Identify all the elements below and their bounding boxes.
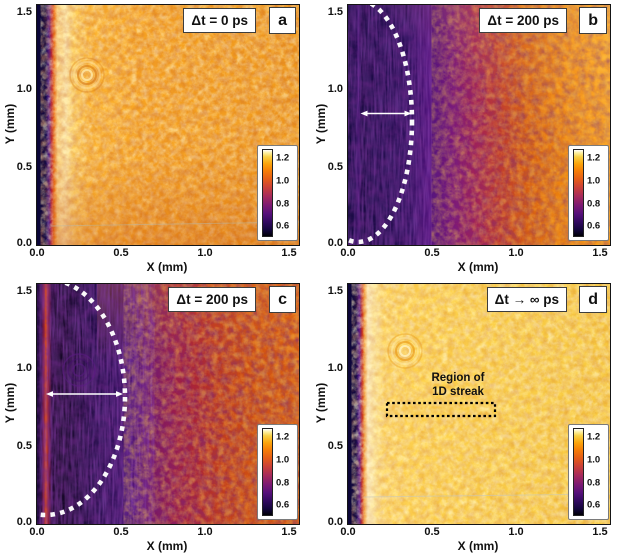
panel-b: Y (mm) 1.5 1.0 0.5 0.0	[311, 0, 622, 279]
panel-c: Y (mm) 1.5 1.0 0.5 0.0	[0, 279, 311, 558]
colorbar-tick: 0.6	[276, 220, 290, 232]
heatmap-plot-a	[36, 4, 300, 246]
delay-label-box-c: Δt = 200 ps	[168, 287, 256, 312]
panel-a: Y (mm) 1.5 1.0 0.5 0.0	[0, 0, 311, 279]
colorbar-tick: 0.8	[587, 198, 601, 210]
dotted-front-arc-c	[37, 284, 128, 518]
heatmap-image-a	[37, 5, 299, 245]
colorbar-tick: 0.6	[587, 220, 601, 232]
y-tick-label: 0.0	[16, 516, 32, 528]
delay-label-box-a: Δt = 0 ps	[183, 8, 256, 33]
x-axis-label: X (mm)	[457, 539, 499, 553]
y-tick-label: 1.5	[16, 285, 32, 297]
colorbar-tick: 1.0	[587, 175, 601, 187]
y-tick-label: 0.0	[327, 237, 343, 249]
y-axis-label: Y (mm)	[314, 382, 328, 424]
panel-letter-c: c	[269, 286, 296, 313]
x-axis-label: X (mm)	[457, 260, 499, 274]
colorbar-ticks-c: 1.2 1.0 0.8 0.6	[273, 428, 295, 516]
panel-letter-b: b	[579, 7, 607, 34]
x-tick-label: 0.5	[113, 247, 129, 259]
y-tick-label: 1.5	[16, 6, 32, 18]
x-axis-label: X (mm)	[146, 539, 188, 553]
x-tick-label: 1.0	[197, 247, 213, 259]
y-axis-label: Y (mm)	[3, 103, 17, 145]
panel-letter-d: d	[579, 286, 607, 313]
y-tick-label: 1.0	[327, 362, 343, 374]
y-tick-label: 1.5	[327, 6, 343, 18]
y-axis-label: Y (mm)	[3, 382, 17, 424]
colorbar-tick: 0.8	[587, 477, 601, 489]
x-tick-label: 1.5	[592, 526, 608, 538]
dotted-front-arc-b	[348, 5, 415, 245]
x-tick-label: 0.5	[424, 247, 440, 259]
y-tick-label: 0.0	[327, 516, 343, 528]
ripple-defect-a	[69, 57, 105, 93]
x-tick-label: 1.5	[281, 526, 297, 538]
width-arrow-c	[46, 391, 123, 397]
x-tick-label: 1.0	[508, 526, 524, 538]
colorbar-tick: 1.0	[276, 175, 290, 187]
colorbar-gradient-d	[573, 428, 584, 516]
colorbar-tick: 1.2	[587, 152, 601, 164]
panel-letter-a: a	[269, 7, 296, 34]
x-tick-label: 0.0	[29, 247, 45, 259]
y-tick-label: 0.5	[327, 161, 343, 173]
colorbar-tick: 1.0	[276, 454, 290, 466]
delay-label-box-d: Δt → ∞ ps	[486, 287, 567, 312]
colorbar-c: 1.2 1.0 0.8 0.6	[257, 424, 298, 520]
colorbar-tick: 1.2	[276, 152, 290, 164]
y-tick-label: 1.0	[16, 362, 32, 374]
delay-label-box-b: Δt = 200 ps	[479, 8, 567, 33]
colorbar-d: 1.2 1.0 0.8 0.6	[568, 424, 609, 520]
heatmap-plot-b	[347, 4, 611, 246]
x-tick-label: 1.5	[281, 247, 297, 259]
x-tick-label: 0.0	[340, 247, 356, 259]
x-tick-label: 1.5	[592, 247, 608, 259]
colorbar-tick: 1.2	[587, 431, 601, 443]
colorbar-gradient-c	[262, 428, 273, 516]
y-tick-label: 0.5	[16, 161, 32, 173]
colorbar-tick: 0.6	[587, 499, 601, 511]
colorbar-tick: 0.8	[276, 477, 290, 489]
x-tick-label: 0.0	[340, 526, 356, 538]
y-tick-label: 1.0	[327, 83, 343, 95]
y-tick-label: 1.0	[16, 83, 32, 95]
colorbar-tick: 0.6	[276, 499, 290, 511]
colorbar-ticks-d: 1.2 1.0 0.8 0.6	[584, 428, 606, 516]
colorbar-tick: 1.2	[276, 431, 290, 443]
colorbar-ticks-a: 1.2 1.0 0.8 0.6	[273, 149, 295, 237]
y-tick-label: 0.0	[16, 237, 32, 249]
y-axis-label: Y (mm)	[314, 103, 328, 145]
colorbar-gradient-b	[573, 149, 584, 237]
streak-region-dotted-box	[385, 401, 497, 418]
x-tick-label: 0.0	[29, 526, 45, 538]
y-tick-label: 1.5	[327, 285, 343, 297]
x-tick-label: 1.0	[197, 526, 213, 538]
colorbar-a: 1.2 1.0 0.8 0.6	[257, 145, 298, 241]
ripple-defect-c	[62, 353, 96, 387]
y-tick-label: 0.5	[327, 440, 343, 452]
streak-annotation-line2: 1D streak	[432, 386, 484, 398]
ripple-defect-d	[387, 333, 423, 369]
panel-d: Y (mm) 1.5 1.0 0.5 0.0	[311, 279, 622, 558]
x-axis-label: X (mm)	[146, 260, 188, 274]
colorbar-ticks-b: 1.2 1.0 0.8 0.6	[584, 149, 606, 237]
y-tick-label: 0.5	[16, 440, 32, 452]
colorbar-tick: 0.8	[276, 198, 290, 210]
x-tick-label: 1.0	[508, 247, 524, 259]
heatmap-image-b	[348, 5, 610, 245]
x-tick-label: 0.5	[424, 526, 440, 538]
colorbar-b: 1.2 1.0 0.8 0.6	[568, 145, 609, 241]
x-tick-label: 0.5	[113, 526, 129, 538]
width-arrow-b	[360, 110, 412, 117]
colorbar-gradient-a	[262, 149, 273, 237]
colorbar-tick: 1.0	[587, 454, 601, 466]
streak-annotation-line1: Region of	[431, 372, 484, 384]
